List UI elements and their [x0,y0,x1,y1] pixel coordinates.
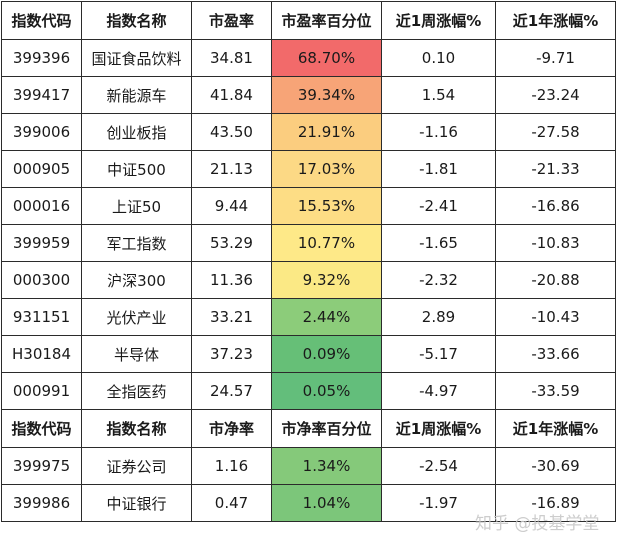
cell-pct: 68.70% [271,39,382,77]
cell-name: 国证食品饮料 [81,39,192,77]
cell-pct: 10.77% [271,224,382,262]
cell-pct: 2.44% [271,298,382,336]
cell-name: 沪深300 [81,261,192,299]
table-row: 000991 全指医药 24.57 0.05% -4.97 -33.59 [1,372,616,410]
cell-year: -27.58 [495,113,616,151]
cell-ratio: 9.44 [191,187,272,225]
table-row: 399959 军工指数 53.29 10.77% -1.65 -10.83 [1,224,616,262]
cell-ratio: 34.81 [191,39,272,77]
header-cell-year: 近1年涨幅% [495,409,616,448]
header-cell-pct: 市净率百分位 [271,409,382,448]
cell-ratio: 24.57 [191,372,272,410]
cell-ratio: 1.16 [191,447,272,485]
table-row: 000905 中证500 21.13 17.03% -1.81 -21.33 [1,150,616,188]
table-row: 399975 证券公司 1.16 1.34% -2.54 -30.69 [1,447,616,485]
cell-name: 半导体 [81,335,192,373]
cell-year: -21.33 [495,150,616,188]
cell-code: H30184 [1,335,82,373]
cell-week: -1.97 [381,484,496,522]
cell-pct: 1.04% [271,484,382,522]
header-cell-ratio: 市净率 [191,409,272,448]
header-cell-code: 指数代码 [1,409,82,448]
cell-ratio: 0.47 [191,484,272,522]
cell-year: -33.59 [495,372,616,410]
cell-pct: 17.03% [271,150,382,188]
cell-code: 000300 [1,261,82,299]
cell-name: 新能源车 [81,76,192,114]
cell-week: -1.65 [381,224,496,262]
cell-pct: 0.05% [271,372,382,410]
header-cell-week: 近1周涨幅% [381,1,496,40]
cell-pct: 0.09% [271,335,382,373]
cell-name: 光伏产业 [81,298,192,336]
cell-week: -2.54 [381,447,496,485]
cell-year: -20.88 [495,261,616,299]
header-cell-name: 指数名称 [81,1,192,40]
cell-ratio: 53.29 [191,224,272,262]
cell-pct: 21.91% [271,113,382,151]
cell-week: -2.41 [381,187,496,225]
cell-week: 1.54 [381,76,496,114]
valuation-table: 指数代码 指数名称 市盈率 市盈率百分位 近1周涨幅% 近1年涨幅% 399396 国证食品饮… [1,1,616,522]
cell-name: 中证500 [81,150,192,188]
table-row: 399396 国证食品饮料 34.81 68.70% 0.10 -9.71 [1,39,616,77]
header-cell-pct: 市盈率百分位 [271,1,382,40]
cell-name: 军工指数 [81,224,192,262]
cell-name: 全指医药 [81,372,192,410]
header-row: 指数代码 指数名称 市盈率 市盈率百分位 近1周涨幅% 近1年涨幅% [1,1,616,40]
cell-week: -1.81 [381,150,496,188]
cell-year: -30.69 [495,447,616,485]
cell-week: -2.32 [381,261,496,299]
cell-year: -16.86 [495,187,616,225]
cell-name: 创业板指 [81,113,192,151]
cell-code: 399959 [1,224,82,262]
cell-ratio: 43.50 [191,113,272,151]
cell-name: 证券公司 [81,447,192,485]
cell-year: -23.24 [495,76,616,114]
cell-name: 上证50 [81,187,192,225]
table-row: 399986 中证银行 0.47 1.04% -1.97 -16.89 [1,484,616,522]
cell-year: -10.43 [495,298,616,336]
cell-week: -1.16 [381,113,496,151]
cell-ratio: 33.21 [191,298,272,336]
cell-code: 931151 [1,298,82,336]
table-row: 000016 上证50 9.44 15.53% -2.41 -16.86 [1,187,616,225]
cell-ratio: 21.13 [191,150,272,188]
header-cell-code: 指数代码 [1,1,82,40]
cell-week: -4.97 [381,372,496,410]
cell-ratio: 41.84 [191,76,272,114]
cell-week: 0.10 [381,39,496,77]
table-row: 000300 沪深300 11.36 9.32% -2.32 -20.88 [1,261,616,299]
cell-code: 399975 [1,447,82,485]
cell-code: 399986 [1,484,82,522]
header-cell-year: 近1年涨幅% [495,1,616,40]
cell-code: 000016 [1,187,82,225]
cell-year: -33.66 [495,335,616,373]
header-row: 指数代码 指数名称 市净率 市净率百分位 近1周涨幅% 近1年涨幅% [1,409,616,448]
cell-name: 中证银行 [81,484,192,522]
header-cell-ratio: 市盈率 [191,1,272,40]
cell-code: 399396 [1,39,82,77]
cell-ratio: 11.36 [191,261,272,299]
header-cell-week: 近1周涨幅% [381,409,496,448]
cell-year: -9.71 [495,39,616,77]
table-row: 399417 新能源车 41.84 39.34% 1.54 -23.24 [1,76,616,114]
cell-code: 000905 [1,150,82,188]
table-row: 931151 光伏产业 33.21 2.44% 2.89 -10.43 [1,298,616,336]
cell-code: 399006 [1,113,82,151]
cell-ratio: 37.23 [191,335,272,373]
cell-pct: 1.34% [271,447,382,485]
cell-code: 399417 [1,76,82,114]
cell-year: -16.89 [495,484,616,522]
cell-pct: 9.32% [271,261,382,299]
cell-week: 2.89 [381,298,496,336]
cell-pct: 39.34% [271,76,382,114]
cell-pct: 15.53% [271,187,382,225]
cell-week: -5.17 [381,335,496,373]
cell-year: -10.83 [495,224,616,262]
table-row: 399006 创业板指 43.50 21.91% -1.16 -27.58 [1,113,616,151]
header-cell-name: 指数名称 [81,409,192,448]
cell-code: 000991 [1,372,82,410]
table-row: H30184 半导体 37.23 0.09% -5.17 -33.66 [1,335,616,373]
